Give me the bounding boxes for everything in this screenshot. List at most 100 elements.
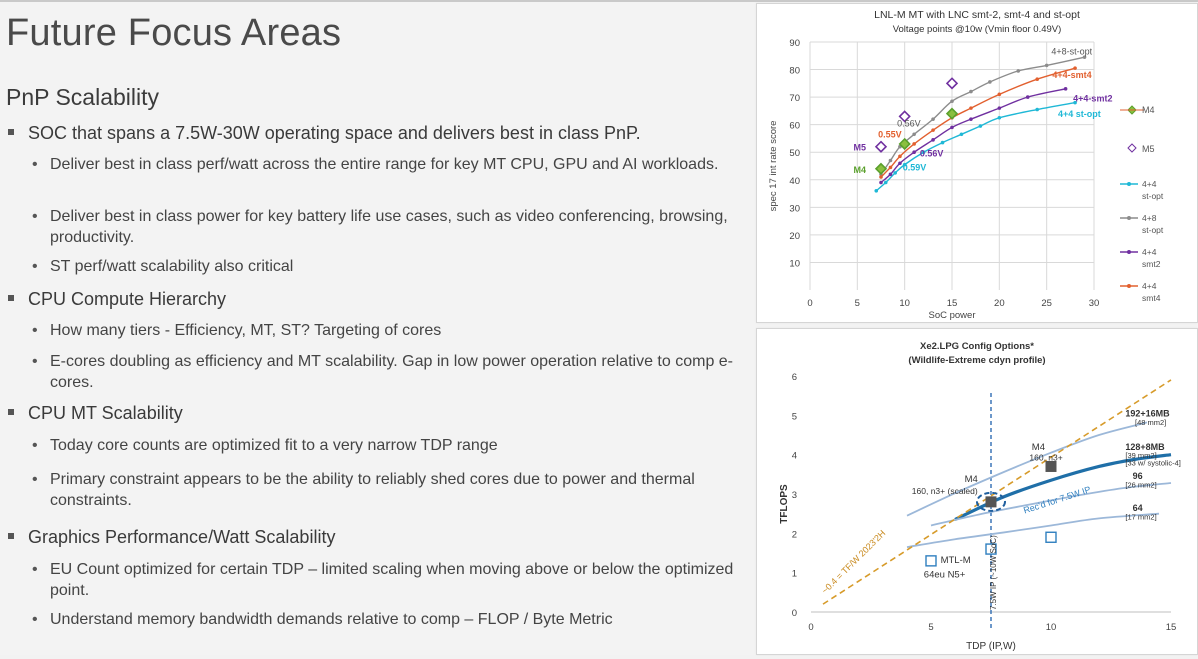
dot-bullet-icon: • xyxy=(32,561,38,578)
y-tick-label: 10 xyxy=(789,258,800,269)
chart-subtitle: (Wildlife-Extreme cdyn profile) xyxy=(908,355,1045,366)
y-tick-label: 90 xyxy=(789,38,800,49)
series-point xyxy=(978,124,983,128)
square-bullet-icon xyxy=(8,129,14,136)
chart-annotation: [17 mm2] xyxy=(1125,513,1156,522)
bullet-3-text: CPU MT Scalability xyxy=(28,403,183,423)
marker-m5 xyxy=(945,77,959,90)
sub-bullet-1-2: • Deliver best in class power for key bat… xyxy=(32,206,750,248)
legend-label: st-opt xyxy=(1142,225,1164,235)
legend-dot xyxy=(1127,182,1131,186)
chart-annotation: 4+4-smt4 xyxy=(1052,70,1091,80)
chart-annotation: 192+16MB xyxy=(1125,409,1170,419)
y-tick-label: 50 xyxy=(789,148,800,159)
series-point xyxy=(988,80,992,84)
y-tick-label: 20 xyxy=(789,231,800,242)
y-tick-label: 6 xyxy=(792,372,797,383)
chart-annotation: 7.5W IP (~10W SoC) xyxy=(989,535,998,610)
y-tick-label: 80 xyxy=(789,66,800,77)
series-point xyxy=(931,117,935,121)
series-point xyxy=(879,175,883,179)
series-point xyxy=(1073,100,1077,105)
bullet-2: CPU Compute Hierarchy xyxy=(8,288,226,310)
chart-annotation: MTL-M xyxy=(941,555,971,566)
series-point xyxy=(879,180,883,185)
series-point xyxy=(1063,87,1068,91)
square-bullet-icon xyxy=(8,295,14,302)
series-point xyxy=(969,89,973,94)
chart-annotation: 0.56V xyxy=(920,149,944,159)
series-line-3 xyxy=(930,482,1172,527)
slide-title: Future Focus Areas xyxy=(6,12,342,54)
dot-bullet-icon: • xyxy=(32,611,38,628)
series-point xyxy=(921,150,926,155)
legend-dot xyxy=(1127,216,1131,220)
chart-subtitle: Voltage points @10w (Vmin floor 0.49V) xyxy=(893,24,1062,35)
sub-bullet-1-3: • ST perf/watt scalability also critical xyxy=(32,256,750,277)
sub-bullet-text: Today core counts are optimized fit to a… xyxy=(50,437,498,454)
series-line-4 xyxy=(880,67,1076,178)
x-tick-label: 30 xyxy=(1089,298,1100,309)
chart-annotation: 64eu N5+ xyxy=(924,569,966,580)
chart-annotation: 4+4-smt2 xyxy=(1073,93,1112,103)
legend-label: M5 xyxy=(1142,144,1155,154)
chart-annotation: [39 mm2] xyxy=(1125,451,1156,460)
series-point xyxy=(1073,66,1077,70)
x-tick-label: 15 xyxy=(947,298,958,309)
sub-bullet-2-2: • E-cores doubling as efficiency and MT s… xyxy=(32,351,750,393)
x-tick-label: 15 xyxy=(1166,622,1177,633)
series-point xyxy=(931,128,935,132)
top-border xyxy=(0,0,1198,2)
bullet-3: CPU MT Scalability xyxy=(8,402,183,424)
series-point xyxy=(902,162,907,167)
chart-annotation: 128+8MB xyxy=(1125,442,1165,452)
sub-bullet-1-1: • Deliver best in class perf/watt across … xyxy=(32,154,750,175)
series-point xyxy=(888,172,893,177)
series-line-2 xyxy=(954,453,1172,522)
chart-xe2-panel: Xe2.LPG Config Options* (Wildlife-Extreme… xyxy=(756,328,1198,655)
sub-bullet-text: Primary constraint appears to be the abi… xyxy=(50,471,695,509)
y-tick-label: 1 xyxy=(792,569,797,580)
chart-title: LNL-M MT with LNC smt-2, smt-4 and st-op… xyxy=(874,9,1080,21)
x-tick-label: 20 xyxy=(994,298,1005,309)
marker-m4 xyxy=(945,107,959,120)
y-tick-label: 4 xyxy=(792,451,797,462)
square-bullet-icon xyxy=(8,409,14,416)
series-point xyxy=(940,140,945,145)
sub-bullet-text: EU Count optimized for certain TDP – lim… xyxy=(50,561,734,599)
chart-annotation: 160, n3+ xyxy=(1029,453,1062,463)
legend-label: st-opt xyxy=(1142,191,1164,201)
chart-annotation: 0.55V xyxy=(878,129,902,139)
sub-bullet-3-1: • Today core counts are optimized fit to … xyxy=(32,435,750,456)
x-tick-label: 10 xyxy=(899,298,910,309)
sub-bullet-text: E-cores doubling as efficiency and MT sc… xyxy=(50,353,734,391)
series-point xyxy=(997,115,1002,120)
sub-bullet-text: How many tiers - Efficiency, MT, ST? Tar… xyxy=(50,322,442,339)
sub-bullet-text: Deliver best in class perf/watt across t… xyxy=(50,156,719,173)
series-line-3 xyxy=(880,88,1066,184)
series-point xyxy=(1025,95,1030,99)
bullet-1-text: SOC that spans a 7.5W-30W operating spac… xyxy=(28,123,641,143)
sub-bullet-4-1: • EU Count optimized for certain TDP – li… xyxy=(32,559,750,601)
sub-bullet-text: ST perf/watt scalability also critical xyxy=(50,258,294,275)
series-point xyxy=(1044,63,1049,68)
dot-bullet-icon: • xyxy=(32,471,38,488)
series-point xyxy=(950,99,954,104)
chart-annotation: 96 xyxy=(1133,471,1143,481)
dot-bullet-icon: • xyxy=(32,208,38,225)
x-tick-label: 5 xyxy=(855,298,860,309)
sub-bullet-4-2: • Understand memory bandwidth demands rel… xyxy=(32,609,750,630)
x-axis-label: SoC power xyxy=(929,310,976,321)
series-point xyxy=(883,180,888,185)
sub-bullet-text: Deliver best in class power for key batt… xyxy=(50,208,728,246)
chart-annotation: 64 xyxy=(1133,503,1143,513)
y-axis-label: spec 17 int rate score xyxy=(768,121,779,212)
series-point xyxy=(912,132,916,137)
series-line-1 xyxy=(906,421,1148,517)
dot-bullet-icon: • xyxy=(32,353,38,370)
series-line-5 xyxy=(822,379,1172,605)
chart-annotation: ~0.4 = TF/W 2023'2H xyxy=(820,528,888,596)
chart-xe2-svg: Xe2.LPG Config Options* (Wildlife-Extreme… xyxy=(779,341,1181,652)
series-point xyxy=(898,154,902,159)
chart-lnl-svg: LNL-M MT with LNC smt-2, smt-4 and st-op… xyxy=(768,9,1164,321)
